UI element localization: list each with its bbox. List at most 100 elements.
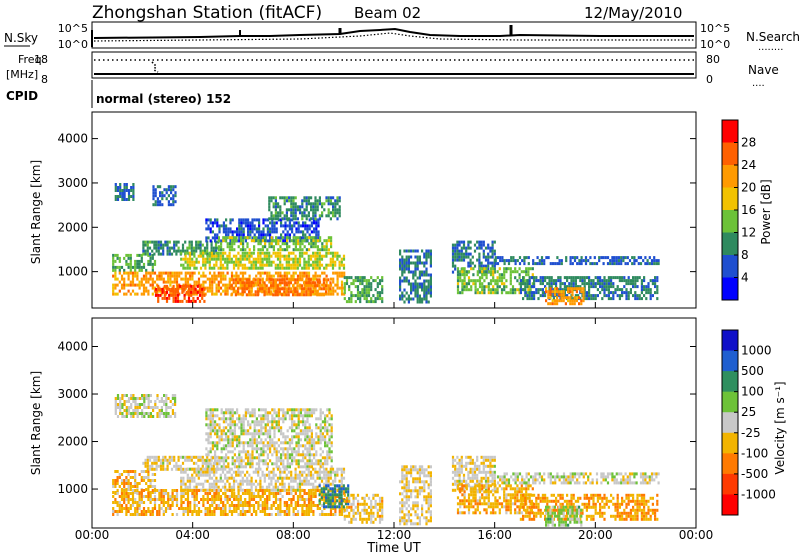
heatmap-cell [327,202,330,206]
heatmap-cell [492,276,495,280]
heatmap-cell [294,205,297,209]
heatmap-cell [367,291,371,295]
heatmap-cell [197,501,201,504]
heatmap-cell [275,227,278,231]
heatmap-cell [244,248,247,252]
heatmap-cell [212,246,215,250]
heatmap-cell [367,300,371,304]
heatmap-cell [145,271,148,275]
heatmap-cell [593,256,596,260]
heatmap-cell [622,256,625,260]
heatmap-cell [302,221,305,225]
heatmap-cell [336,251,339,255]
heatmap-cell [217,254,220,258]
heatmap-cell [191,489,194,492]
heatmap-cell [585,282,588,286]
heatmap-cell [321,283,324,287]
heatmap-cell [216,224,219,228]
heatmap-cell [331,251,335,255]
heatmap-cell [224,257,227,261]
heatmap-cell [114,482,117,485]
heatmap-cell [258,420,261,424]
heatmap-cell [132,189,135,192]
heatmap-cell [645,297,648,301]
heatmap-cell [606,256,610,260]
heatmap-cell [266,444,269,448]
heatmap-cell [327,287,330,291]
heatmap-cell [241,263,244,267]
heatmap-cell [205,423,208,427]
heatmap-cell [207,453,210,457]
heatmap-cell [231,242,234,246]
heatmap-cell [169,277,172,281]
heatmap-cell [153,473,157,476]
heatmap-cell [276,284,279,288]
heatmap-cell [266,230,269,234]
heatmap-cell [312,217,315,221]
heatmap-cell [147,406,150,409]
heatmap-cell [275,459,278,463]
heatmap-cell [361,291,364,295]
heatmap-cell [217,251,220,255]
heatmap-cell [162,498,165,501]
heatmap-cell [215,260,218,264]
heatmap-cell [164,271,168,275]
heatmap-cell [120,473,124,476]
heatmap-cell [303,263,306,267]
heatmap-cell [463,270,466,274]
heatmap-cell [505,285,508,289]
heatmap-cell [263,476,266,480]
heatmap-cell [140,277,143,281]
heatmap-cell [162,489,165,492]
heatmap-cell [216,441,219,445]
heatmap-cell [314,196,317,200]
heatmap-cell [118,476,121,479]
heatmap-cell [632,279,635,283]
heatmap-cell [322,293,325,297]
heatmap-cell [163,415,166,418]
heatmap-cell [623,279,626,283]
heatmap-cell [465,270,468,274]
heatmap-cell [321,420,324,424]
heatmap-cell [462,240,466,244]
heatmap-cell [530,276,533,280]
heatmap-cell [182,507,185,510]
heatmap-cell [550,276,553,280]
heatmap-cell [134,409,137,412]
heatmap-cell [286,447,289,451]
heatmap-cell [151,271,154,275]
heatmap-cell [294,196,297,200]
heatmap-cell [264,239,267,243]
heatmap-cell [423,291,426,295]
heatmap-cell [500,291,504,295]
heatmap-cell [308,456,311,460]
heatmap-cell [136,492,139,495]
heatmap-cell [274,202,277,206]
heatmap-cell [265,485,269,489]
heatmap-cell [277,248,280,252]
heatmap-cell [229,450,232,454]
heatmap-cell [609,262,612,266]
heatmap-cell [125,183,128,186]
heatmap-cell [127,400,131,403]
heatmap-cell [156,406,159,409]
heatmap-cell [192,455,196,459]
heatmap-cell [326,459,329,463]
heatmap-cell [314,271,317,275]
heatmap-cell [319,411,322,415]
heatmap-cell [266,441,269,445]
heatmap-cell [316,245,319,249]
heatmap-cell [478,255,481,259]
heatmap-cell [414,261,417,265]
heatmap-cell [252,281,255,285]
heatmap-cell [425,297,428,301]
heatmap-cell [173,455,176,459]
heatmap-cell [560,299,563,303]
heatmap-cell [511,291,515,295]
heatmap-cell [416,297,419,301]
heatmap-cell [125,482,128,485]
heatmap-cell [211,230,214,234]
heatmap-cell [315,221,318,225]
heatmap-cell [537,288,540,292]
heatmap-cell [274,479,277,483]
